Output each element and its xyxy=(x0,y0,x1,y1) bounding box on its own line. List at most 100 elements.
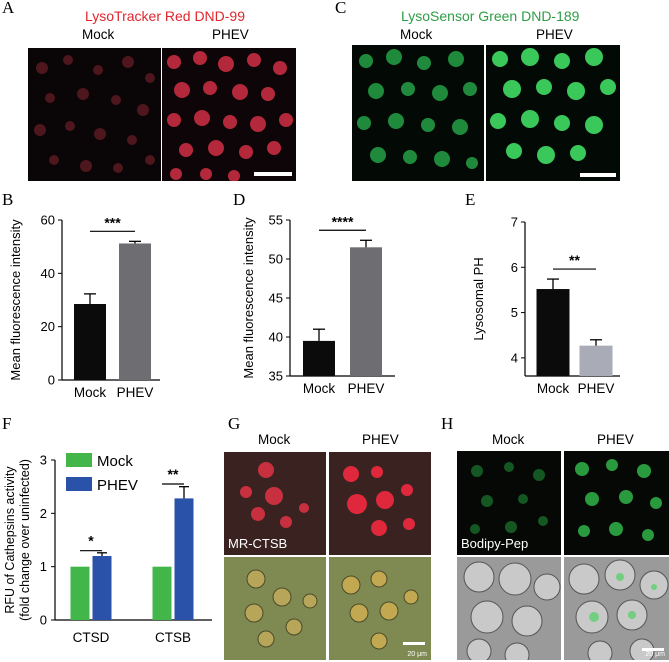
x-tick-label: PHEV xyxy=(117,385,154,400)
panel-label-a: A xyxy=(2,0,15,17)
panel-h-col-phev: PHEV xyxy=(597,432,634,447)
panel-label-g: G xyxy=(228,414,241,433)
ctsb-phev-cells xyxy=(343,466,415,536)
y-axis-label: Mean fluorescence intensity xyxy=(8,219,23,381)
chart-b: 0 20 40 60 Mean fluorescence intensity Mock PH… xyxy=(8,213,160,400)
x-tick-label: PHEV xyxy=(578,381,615,396)
bf-g-phev-cells xyxy=(341,570,425,650)
y-axis-label: Mean fluorescence intensity xyxy=(241,217,256,379)
scale-label-g: 20 μm xyxy=(407,651,427,658)
legend-label-phev: PHEV xyxy=(97,477,138,494)
y-axis-label-line2: (fold change over uninfected) xyxy=(18,459,32,621)
significance-marker: **** xyxy=(332,213,354,229)
x-tick-label: Mock xyxy=(303,381,336,396)
panel-label-d: D xyxy=(233,190,246,209)
y-axis-label-line1: RFU of Cathepsins activity xyxy=(3,466,17,614)
legend-swatch-mock xyxy=(66,453,92,467)
y-tick-label: 50 xyxy=(269,252,283,267)
bar xyxy=(579,345,613,376)
y-tick-label: 60 xyxy=(41,213,55,228)
micrograph-lysosensor-mock xyxy=(352,45,484,181)
x-tick-label: CTSD xyxy=(73,630,110,645)
x-tick-label: Mock xyxy=(537,381,570,396)
micrograph-mr-ctsb-phev xyxy=(329,452,431,555)
chart-f-plot: 0 1 2 3 RFU of Cathepsins activity (fold chan… xyxy=(3,453,212,645)
chart-d: 35 40 45 50 55 Mean fluorescence intensity Moc… xyxy=(241,213,395,396)
panel-g-col-phev: PHEV xyxy=(362,432,399,447)
significance-marker: ** xyxy=(569,252,580,268)
legend-label-mock: Mock xyxy=(97,453,133,470)
bar-phev xyxy=(174,498,194,620)
bar xyxy=(303,340,335,376)
panel-label-f: F xyxy=(2,414,12,433)
panel-label-h: H xyxy=(441,414,454,433)
mock-red-cells xyxy=(34,55,155,173)
y-tick-label: 1 xyxy=(40,559,47,574)
panel-label-e: E xyxy=(465,190,476,209)
bar xyxy=(350,247,382,376)
micrograph-brightfield-g-phev: 20 μm xyxy=(329,557,431,660)
y-tick-label: 7 xyxy=(511,215,518,230)
panel-c-col-mock: Mock xyxy=(400,27,433,42)
micrograph-mr-ctsb-mock: MR-CTSB xyxy=(224,452,326,555)
panel-label-c: C xyxy=(335,0,347,17)
mock-green-cells xyxy=(357,49,478,169)
micrograph-bodipy-phev xyxy=(564,451,669,555)
panel-a-col-mock: Mock xyxy=(82,27,115,42)
chart-f: 0 1 2 3 RFU of Cathepsins activity (fold chan… xyxy=(3,453,212,645)
bodipy-mock-cells xyxy=(470,462,548,534)
y-tick-label: 0 xyxy=(48,373,55,388)
panel-g-col-mock: Mock xyxy=(258,432,291,447)
stain-label-bodipy-pep: Bodipy-Pep xyxy=(461,536,529,551)
bf-h-phev-cells xyxy=(568,559,669,660)
phev-green-cells xyxy=(490,48,616,177)
bar-phev xyxy=(92,556,112,620)
y-tick-label: 40 xyxy=(41,266,55,281)
panel-c-col-phev: PHEV xyxy=(536,27,573,42)
chart-e-plot: 4 5 6 7 Lysosomal PH Mock PHEV ** xyxy=(471,215,620,396)
y-tick-label: 4 xyxy=(511,350,518,365)
bar xyxy=(74,304,106,380)
phev-red-cells xyxy=(167,51,293,181)
y-tick-label: 2 xyxy=(40,506,47,521)
bf-g-mock-cells xyxy=(244,569,318,648)
y-tick-label: 6 xyxy=(511,260,518,275)
y-tick-label: 0 xyxy=(40,613,47,628)
x-tick-label: PHEV xyxy=(348,381,385,396)
chart-e: 4 5 6 7 Lysosomal PH Mock PHEV ** xyxy=(471,215,620,396)
legend-swatch-phev xyxy=(66,477,92,491)
chart-b-plot: 0 20 40 60 Mean fluorescence intensity Mock PH… xyxy=(8,213,160,400)
micrograph-brightfield-g-mock xyxy=(224,557,326,660)
y-tick-label: 3 xyxy=(40,453,47,468)
panel-label-b: B xyxy=(2,190,14,209)
x-tick-label: Mock xyxy=(74,385,107,400)
bodipy-phev-cells xyxy=(575,459,662,541)
bf-h-mock-cells xyxy=(463,561,561,660)
bar-mock xyxy=(70,566,90,620)
micrograph-lysotracker-mock xyxy=(28,48,161,181)
panel-a-title: LysoTracker Red DND-99 xyxy=(85,8,246,24)
y-tick-label: 55 xyxy=(269,213,283,228)
stain-label-mr-ctsb: MR-CTSB xyxy=(228,536,288,551)
y-tick-label: 40 xyxy=(269,330,283,345)
y-tick-label: 45 xyxy=(269,291,283,306)
y-tick-label: 20 xyxy=(41,319,55,334)
micrograph-bodipy-mock: Bodipy-Pep xyxy=(457,451,561,555)
panel-h-col-mock: Mock xyxy=(492,432,525,447)
x-tick-label: CTSB xyxy=(155,630,191,645)
bar xyxy=(119,243,151,380)
micrograph-brightfield-h-mock xyxy=(457,557,561,660)
significance-marker: ** xyxy=(168,466,179,482)
bar xyxy=(536,289,570,376)
significance-marker: * xyxy=(88,533,94,549)
micrograph-lysotracker-phev xyxy=(162,48,296,181)
chart-d-plot: 35 40 45 50 55 Mean fluorescence intensity Moc… xyxy=(241,213,395,396)
micrograph-brightfield-h-phev: 20 μm xyxy=(564,557,669,660)
significance-marker: *** xyxy=(104,214,121,230)
micrograph-lysosensor-phev xyxy=(486,45,620,181)
bar-mock xyxy=(152,566,172,620)
panel-c-title: LysoSensor Green DND-189 xyxy=(401,8,580,24)
y-tick-label: 5 xyxy=(511,305,518,320)
panel-a-col-phev: PHEV xyxy=(212,27,249,42)
y-axis-label: Lysosomal PH xyxy=(471,257,486,340)
